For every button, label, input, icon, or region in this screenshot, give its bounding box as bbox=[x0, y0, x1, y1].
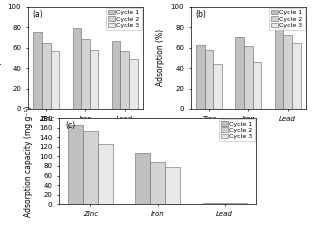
Bar bbox=[129, 59, 138, 109]
Bar bbox=[98, 144, 113, 204]
Legend: Cycle 1, Cycle 2, Cycle 3: Cycle 1, Cycle 2, Cycle 3 bbox=[269, 8, 305, 30]
Bar bbox=[83, 131, 98, 204]
Bar bbox=[90, 50, 98, 109]
Bar bbox=[205, 50, 213, 109]
Bar bbox=[165, 167, 180, 204]
Bar bbox=[292, 42, 300, 109]
Y-axis label: Adsorption (%): Adsorption (%) bbox=[156, 29, 165, 86]
Bar bbox=[135, 153, 150, 204]
Text: (b): (b) bbox=[196, 10, 207, 19]
Bar bbox=[42, 42, 51, 109]
Legend: Cycle 1, Cycle 2, Cycle 3: Cycle 1, Cycle 2, Cycle 3 bbox=[106, 8, 142, 30]
Bar bbox=[196, 44, 205, 109]
Bar bbox=[253, 62, 261, 109]
Bar bbox=[283, 35, 292, 109]
Legend: Cycle 1, Cycle 2, Cycle 3: Cycle 1, Cycle 2, Cycle 3 bbox=[219, 119, 255, 141]
Text: (a): (a) bbox=[33, 10, 43, 19]
Bar bbox=[232, 203, 247, 204]
Bar bbox=[217, 203, 232, 204]
Bar bbox=[150, 162, 165, 204]
Text: (c): (c) bbox=[65, 121, 75, 130]
Bar bbox=[112, 40, 120, 109]
Bar bbox=[120, 51, 129, 109]
Bar bbox=[236, 37, 244, 109]
Bar bbox=[72, 28, 81, 109]
Bar bbox=[81, 39, 90, 109]
Bar bbox=[213, 64, 222, 109]
Bar bbox=[275, 25, 283, 109]
Bar bbox=[33, 32, 42, 109]
Bar bbox=[244, 46, 253, 109]
Bar bbox=[202, 203, 217, 204]
Bar bbox=[68, 125, 83, 204]
Y-axis label: Adsorption capacity (mg g⁻¹): Adsorption capacity (mg g⁻¹) bbox=[24, 106, 33, 217]
Y-axis label: Desorption (%): Desorption (%) bbox=[0, 29, 2, 87]
Bar bbox=[51, 51, 59, 109]
